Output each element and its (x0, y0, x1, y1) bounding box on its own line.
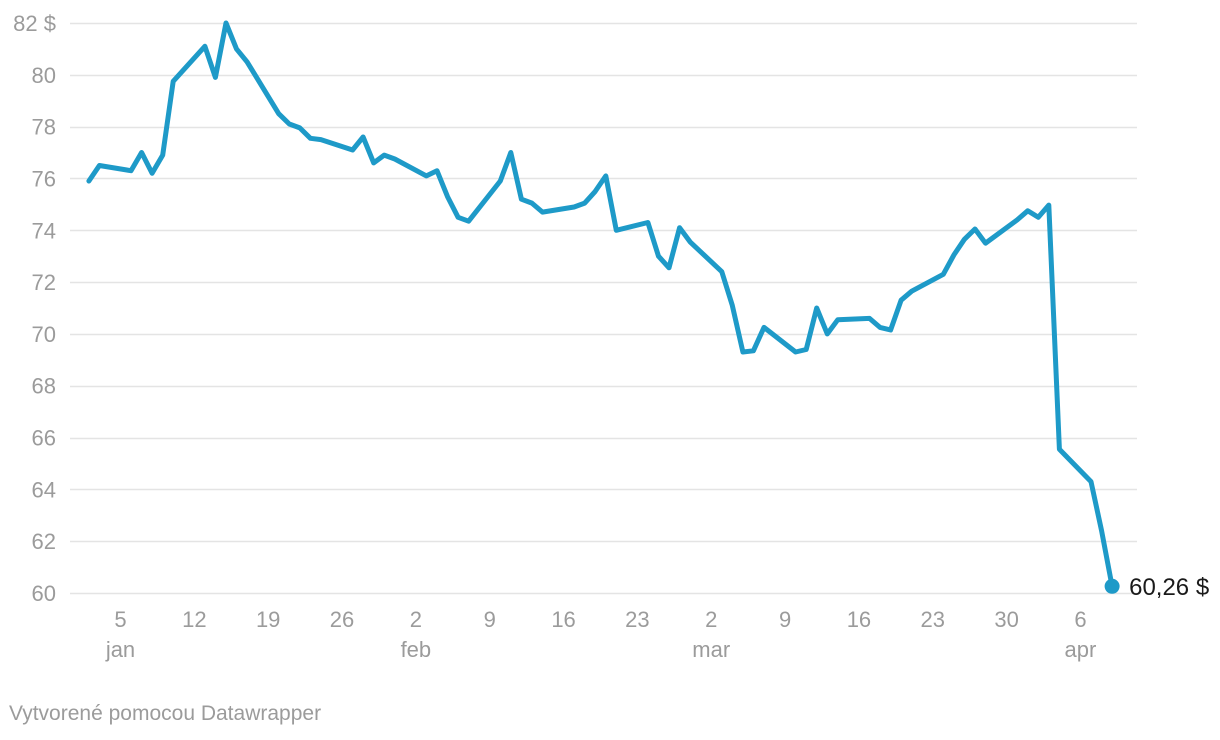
x-tick-month-label: feb (401, 637, 432, 662)
y-tick-label: 72 (32, 270, 56, 295)
x-tick-day-label: 30 (994, 607, 1018, 632)
y-tick-label: 70 (32, 322, 56, 347)
y-tick-label: 82 $ (13, 11, 56, 36)
y-tick-label: 78 (32, 115, 56, 140)
x-tick-day-label: 16 (551, 607, 575, 632)
x-tick-day-label: 9 (484, 607, 496, 632)
y-tick-label: 76 (32, 166, 56, 191)
y-tick-label: 74 (32, 218, 56, 243)
x-tick-day-label: 12 (182, 607, 206, 632)
price-line (86, 20, 1115, 589)
x-tick-day-label: 2 (410, 607, 422, 632)
x-tick-month-label: jan (105, 637, 135, 662)
x-tick-day-label: 9 (779, 607, 791, 632)
x-tick-day-label: 19 (256, 607, 280, 632)
y-tick-label: 66 (32, 426, 56, 451)
y-tick-label: 62 (32, 529, 56, 554)
x-tick-day-label: 16 (847, 607, 871, 632)
x-tick-day-label: 23 (625, 607, 649, 632)
y-tick-label: 60 (32, 581, 56, 606)
x-tick-day-label: 23 (921, 607, 945, 632)
x-tick-day-label: 26 (330, 607, 354, 632)
y-tick-label: 68 (32, 374, 56, 399)
end-value-label: 60,26 $ (1129, 574, 1209, 601)
x-tick-day-label: 5 (114, 607, 126, 632)
y-tick-label: 80 (32, 63, 56, 88)
end-point-dot (1104, 578, 1120, 594)
attribution-link[interactable]: Vytvorené pomocou Datawrapper (9, 702, 322, 725)
line-chart: 82 $80 78 76 74 72 70 68 66 64 62 60 5 jan 12 19 26 2 feb… (13, 11, 1209, 662)
x-tick-day-label: 2 (705, 607, 717, 632)
y-tick-label: 64 (32, 477, 56, 502)
x-tick-month-label: mar (692, 637, 730, 662)
x-tick-month-label: apr (1065, 637, 1097, 662)
x-tick-day-label: 6 (1074, 607, 1086, 632)
